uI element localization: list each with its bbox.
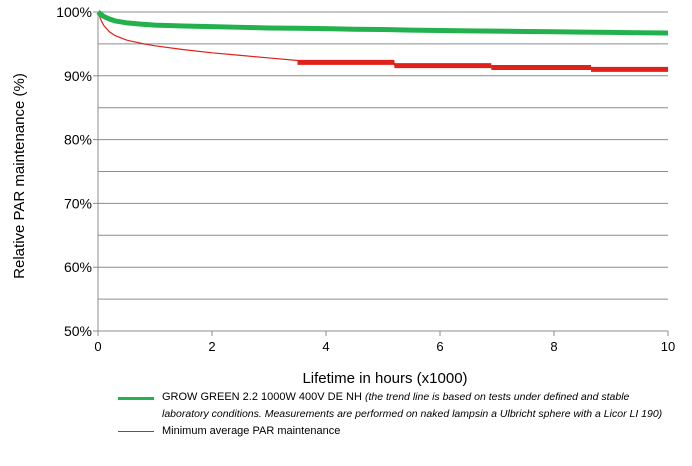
legend-item-grow-green: GROW GREEN 2.2 1000W 400V DE NH (the tre… <box>118 389 678 423</box>
x-tick-label: 10 <box>661 339 675 354</box>
y-tick-label: 90% <box>64 68 92 84</box>
x-tick-label: 4 <box>322 339 329 354</box>
legend-label-minimum: Minimum average PAR maintenance <box>162 425 341 437</box>
legend-note-grow-green: (the trend line is based on tests under … <box>162 391 663 420</box>
x-tick-label: 8 <box>550 339 557 354</box>
legend: GROW GREEN 2.2 1000W 400V DE NH (the tre… <box>118 389 678 440</box>
y-tick-label: 80% <box>64 132 92 148</box>
series-line-minimum <box>97 11 298 62</box>
x-tick-label: 6 <box>436 339 443 354</box>
y-tick-label: 100% <box>56 4 92 20</box>
y-tick-label: 50% <box>64 323 92 339</box>
series-line-grow-green <box>96 10 669 36</box>
legend-swatch-green <box>118 397 154 400</box>
y-axis-title: Relative PAR maintenance (%) <box>11 73 28 279</box>
axes <box>93 11 669 336</box>
x-tick-label: 0 <box>94 339 101 354</box>
series-lines <box>96 10 669 72</box>
legend-swatch-red <box>118 431 154 432</box>
x-tick-label: 2 <box>208 339 215 354</box>
y-tick-label: 70% <box>64 195 92 211</box>
legend-label-grow-green: GROW GREEN 2.2 1000W 400V DE NH <box>162 391 365 403</box>
legend-item-minimum: Minimum average PAR maintenance <box>118 423 678 440</box>
x-axis-title: Lifetime in hours (x1000) <box>302 370 467 387</box>
gridlines <box>98 11 668 300</box>
tick-labels: 50% 60% 70% 80% 90% 100% 0 2 4 6 8 10 <box>56 4 675 354</box>
y-tick-label: 60% <box>64 259 92 275</box>
